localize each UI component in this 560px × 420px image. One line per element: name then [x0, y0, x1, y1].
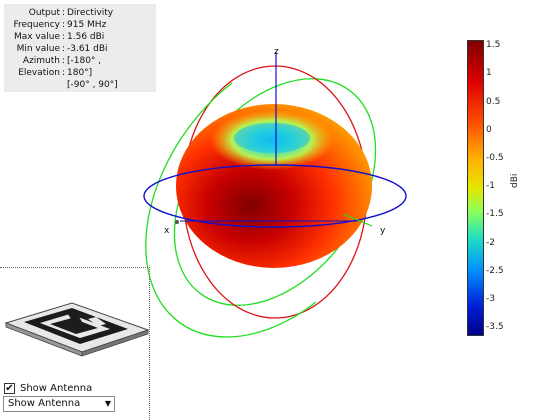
colorbar-tick: 1.5 [486, 40, 501, 50]
colorbar-tick: -2.5 [486, 266, 504, 276]
colorbar-tick: -2 [486, 238, 495, 248]
colorbar-tick: -1 [486, 181, 495, 191]
info-row-min: Min value: -3.61 dBi [16, 44, 108, 54]
colorbar-tick: 1 [486, 68, 492, 78]
antenna-preview-pane [0, 267, 150, 420]
info-row-output: Output: Directivity [28, 8, 114, 18]
antenna-preview-icon [4, 302, 150, 357]
info-row-elevation-range: [-90° , 90°] [67, 80, 118, 90]
info-row-max: Max value: 1.56 dBi [13, 32, 105, 42]
info-row-azimuth: Azimuth: [-180° , [22, 56, 102, 66]
origin-marker [175, 220, 179, 224]
colorbar-tick: -3 [486, 294, 495, 304]
chevron-down-icon: ▼ [104, 399, 111, 408]
info-row-elevation: Elevation: 180°] [18, 68, 93, 78]
view-mode-dropdown-value: Show Antenna [8, 398, 81, 409]
colorbar [467, 40, 484, 336]
info-panel: Output: Directivity Frequency: 915 MHz M… [4, 4, 156, 92]
y-axis-label: y [380, 226, 386, 236]
colorbar-tick: -3.5 [486, 322, 504, 332]
view-mode-dropdown[interactable]: Show Antenna ▼ [3, 396, 115, 412]
yz-plane-ring-front [145, 82, 317, 338]
info-row-frequency: Frequency: 915 MHz [13, 20, 107, 30]
show-antenna-checkbox-row[interactable]: ✔ Show Antenna [4, 381, 92, 395]
show-antenna-checkbox[interactable]: ✔ [4, 382, 15, 394]
colorbar-tick: -1.5 [486, 209, 504, 219]
colorbar-unit-label: dBi [510, 173, 520, 188]
y-axis-line [342, 213, 373, 227]
x-axis-label: x [164, 226, 170, 236]
z-axis-label: z [274, 47, 279, 57]
colorbar-tick: 0 [486, 125, 492, 135]
colorbar-tick: -0.5 [486, 153, 504, 163]
lobe-top-minimum [234, 123, 310, 153]
xy-plane-ring [143, 164, 407, 228]
colorbar-tick: 0.5 [486, 97, 501, 107]
show-antenna-checkbox-label: Show Antenna [20, 382, 93, 394]
